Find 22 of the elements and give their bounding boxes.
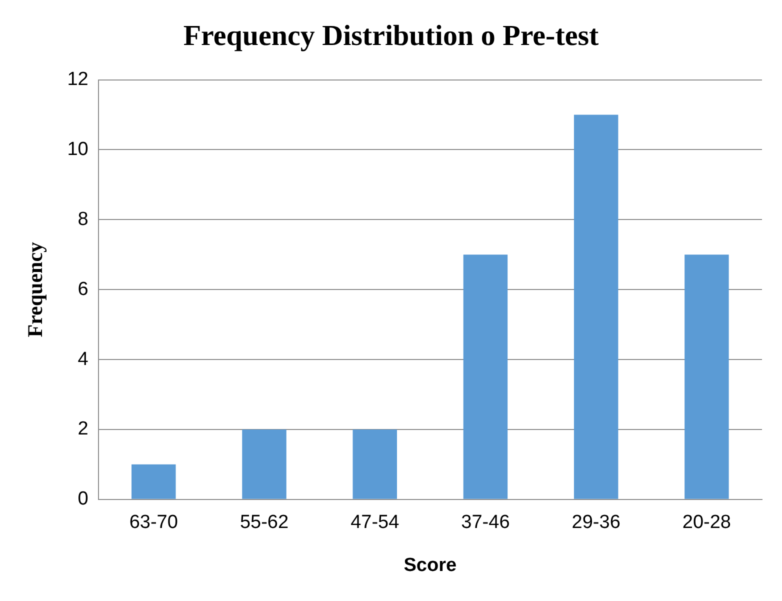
bar <box>242 429 286 499</box>
x-tick-label: 20-28 <box>682 512 731 534</box>
y-tick-label: 0 <box>78 488 88 510</box>
bar <box>684 254 729 499</box>
x-tick-label: 37-46 <box>461 512 510 534</box>
bar <box>132 464 176 499</box>
chart-title: Frequency Distribution o Pre-test <box>183 20 600 52</box>
x-tick-label: 63-70 <box>129 512 178 534</box>
bar <box>463 254 508 499</box>
bar <box>352 429 397 499</box>
x-tick-label: 47-54 <box>350 512 400 534</box>
x-tick-label: 29-36 <box>572 512 620 534</box>
y-tick-label: 8 <box>78 208 88 230</box>
y-tick-label: 10 <box>67 138 88 160</box>
y-axis-title: Frequency <box>23 241 48 338</box>
y-tick-label: 4 <box>78 348 89 370</box>
x-tick-label: 55-62 <box>240 512 289 534</box>
y-tick-label: 2 <box>78 418 88 440</box>
x-axis-title: Score <box>404 554 457 576</box>
bar <box>574 114 618 499</box>
y-tick-label: 6 <box>78 278 88 300</box>
y-tick-label: 12 <box>67 69 88 90</box>
